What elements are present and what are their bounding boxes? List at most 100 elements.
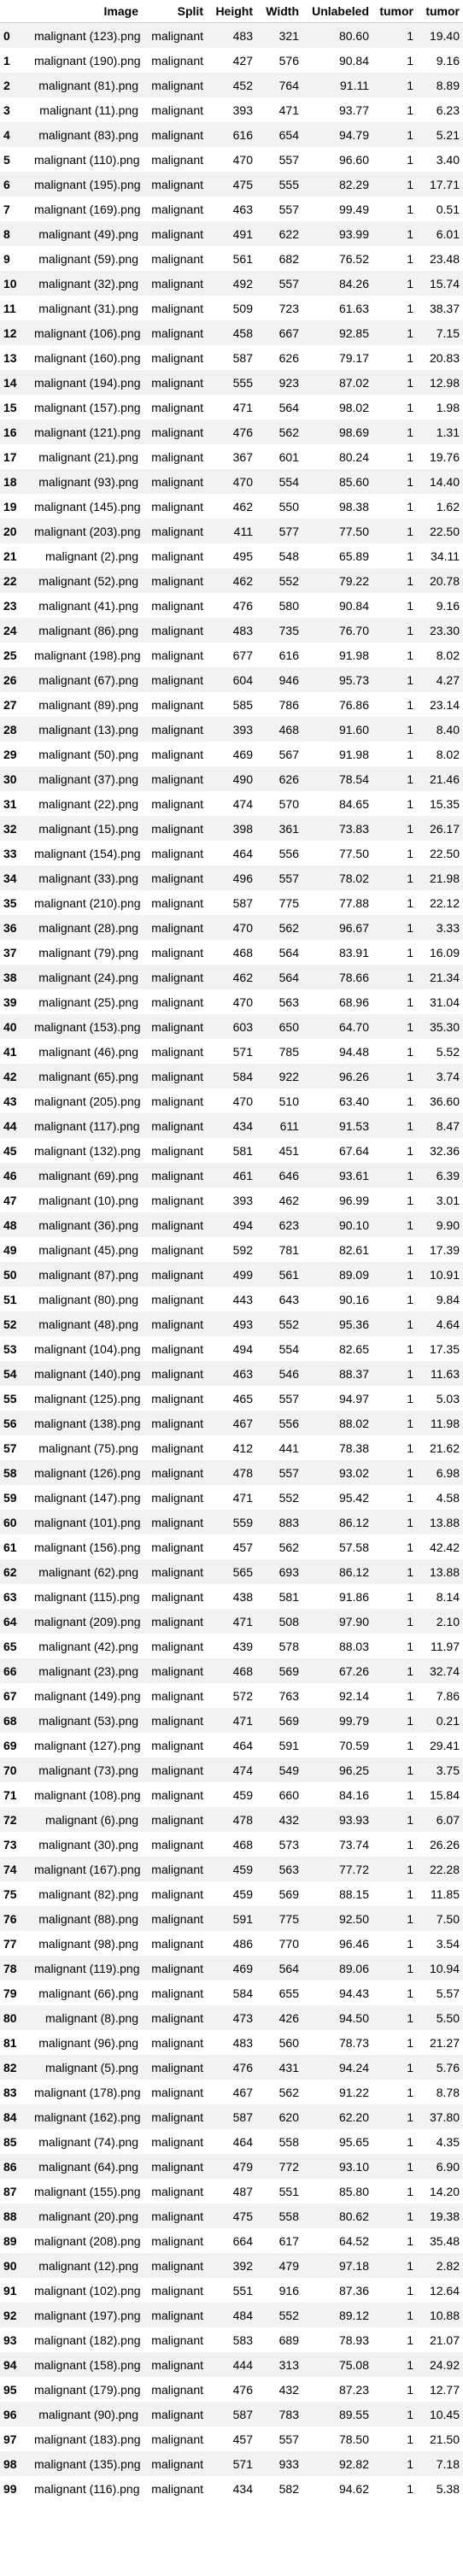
table-row: 41 malignant (46).png malignant 571 785 94.48… [0,1039,463,1064]
row-index: 98 [3,2456,17,2471]
row-index: 69 [3,1738,17,1752]
tumor-count-cell: 1 [407,2184,413,2198]
height-cell: 470 [232,920,253,935]
tumor-percent-cell: 19.38 [429,2209,460,2223]
unlabeled-cell: 94.24 [338,2060,369,2074]
tumor-percent-cell: 9.84 [436,1292,460,1306]
table-row: 7 malignant (169).png malignant 463 557 99.49… [0,197,463,221]
split-cell: malignant [151,1887,203,1901]
table-row: 90 malignant (12).png malignant 392 479 97.18… [0,2253,463,2278]
split-cell: malignant [151,152,203,167]
height-cell: 616 [232,127,253,142]
table-row: 46 malignant (69).png malignant 461 646 93.61… [0,1163,463,1188]
image-cell: malignant (21).png [38,449,138,464]
width-cell: 573 [278,1837,299,1851]
tumor-percent-cell: 3.75 [436,1763,460,1777]
unlabeled-cell: 96.26 [338,1069,369,1083]
tumor-count-cell: 1 [407,945,413,959]
height-cell: 398 [232,821,253,836]
tumor-percent-cell: 11.85 [431,1887,460,1901]
height-cell: 587 [232,350,253,365]
row-index: 13 [3,350,17,365]
image-cell: malignant (67).png [38,672,138,687]
row-index: 85 [3,2134,17,2149]
tumor-count-cell: 1 [407,821,413,836]
tumor-percent-cell: 21.46 [429,772,460,786]
tumor-count-cell: 1 [407,1639,413,1653]
tumor-count-cell: 1 [407,375,413,390]
tumor-percent-cell: 21.62 [429,1441,460,1455]
tumor-percent-cell: 10.91 [429,1267,460,1282]
table-row: 98 malignant (135).png malignant 571 933 92.8… [0,2451,463,2476]
split-cell: malignant [151,2357,203,2372]
tumor-count-cell: 1 [407,1763,413,1777]
height-cell: 465 [232,1391,253,1405]
image-cell: malignant (2).png [45,549,138,563]
image-cell: malignant (157).png [34,400,141,414]
width-cell: 655 [278,1986,299,2000]
height-cell: 551 [232,2283,253,2297]
height-cell: 439 [232,1639,253,1653]
height-cell: 478 [232,1812,253,1827]
table-row: 27 malignant (89).png malignant 585 786 76.86… [0,692,463,717]
height-cell: 470 [232,474,253,489]
width-cell: 562 [278,425,299,439]
image-cell: malignant (156).png [34,1540,141,1554]
row-index: 61 [3,1540,17,1554]
unlabeled-cell: 78.93 [338,2332,369,2347]
tumor-percent-cell: 26.17 [429,821,460,836]
width-cell: 562 [278,2085,299,2099]
data-table: Image Split Height Width Unlabeled tumor tumor… [0,0,463,2496]
unlabeled-cell: 80.60 [338,28,369,43]
split-cell: malignant [151,2134,203,2149]
tumor-percent-cell: 5.57 [436,1986,460,2000]
image-cell: malignant (203).png [34,524,141,538]
split-cell: malignant [151,251,203,266]
unlabeled-cell: 88.37 [338,1366,369,1381]
height-cell: 367 [232,449,253,464]
tumor-count-cell: 1 [407,2456,413,2471]
unlabeled-cell: 92.85 [338,326,369,340]
image-cell: malignant (30).png [38,1837,138,1851]
image-cell: malignant (28).png [38,920,138,935]
table-row: 87 malignant (155).png malignant 487 551 85.8… [0,2179,463,2203]
image-cell: malignant (37).png [38,772,138,786]
width-cell: 933 [278,2456,299,2471]
row-index: 50 [3,1267,17,1282]
width-cell: 569 [278,1713,299,1728]
row-index: 49 [3,1242,17,1257]
row-index: 57 [3,1441,17,1455]
unlabeled-cell: 82.65 [338,1341,369,1356]
height-cell: 561 [232,251,253,266]
table-row: 3 malignant (11).png malignant 393 471 93.77 1… [0,97,463,122]
image-cell: malignant (13).png [38,722,138,736]
tumor-percent-cell: 11.63 [431,1366,460,1381]
tumor-count-cell: 1 [407,2035,413,2050]
split-cell: malignant [151,326,203,340]
row-index: 9 [3,251,10,266]
tumor-count-cell: 1 [407,1143,413,1158]
tumor-percent-cell: 3.01 [436,1193,460,1207]
tumor-count-cell: 1 [407,623,413,637]
tumor-percent-cell: 37.80 [429,2110,460,2124]
row-index: 24 [3,623,17,637]
width-cell: 916 [278,2283,299,2297]
tumor-count-cell: 1 [407,995,413,1009]
split-cell: malignant [151,2481,203,2496]
height-cell: 462 [232,970,253,984]
height-cell: 581 [232,1143,253,1158]
height-cell: 471 [232,1713,253,1728]
width-cell: 620 [278,2110,299,2124]
row-index: 30 [3,772,17,786]
tumor-count-cell: 1 [407,1094,413,1108]
width-cell: 682 [278,251,299,266]
image-cell: malignant (62).png [38,1564,138,1579]
split-cell: malignant [151,871,203,885]
image-cell: malignant (49).png [38,226,138,241]
tumor-count-cell: 1 [407,772,413,786]
tumor-count-cell: 1 [407,1341,413,1356]
row-index: 94 [3,2357,17,2372]
image-cell: malignant (66).png [38,1986,138,2000]
unlabeled-cell: 78.50 [338,2432,369,2446]
table-row: 82 malignant (5).png malignant 476 431 94.24 1… [0,2055,463,2080]
